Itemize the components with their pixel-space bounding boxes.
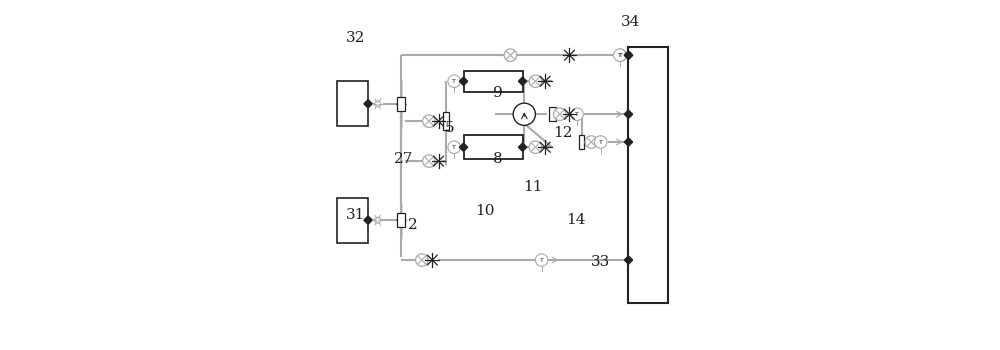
Polygon shape (624, 51, 633, 60)
Circle shape (585, 136, 598, 148)
Polygon shape (624, 110, 633, 118)
Text: 10: 10 (475, 204, 494, 218)
Circle shape (513, 103, 535, 125)
Text: T: T (452, 79, 456, 84)
Bar (443, 112, 449, 130)
Polygon shape (364, 216, 372, 224)
Bar (337, 81, 368, 126)
Text: T: T (540, 258, 544, 262)
Bar (549, 107, 556, 121)
Text: T: T (575, 112, 579, 117)
Polygon shape (459, 77, 468, 85)
Polygon shape (624, 138, 633, 146)
Text: 33: 33 (591, 255, 610, 269)
Circle shape (571, 108, 583, 120)
Circle shape (375, 101, 381, 107)
Text: 11: 11 (523, 180, 543, 194)
Circle shape (614, 49, 626, 62)
Polygon shape (459, 143, 468, 152)
Polygon shape (624, 51, 633, 60)
Text: T: T (619, 53, 622, 58)
Circle shape (535, 254, 548, 266)
Bar (337, 197, 368, 243)
Bar (397, 97, 405, 111)
Text: 31: 31 (346, 208, 366, 222)
Circle shape (423, 155, 435, 167)
Polygon shape (518, 77, 527, 85)
Polygon shape (364, 100, 372, 108)
Bar (628, 47, 668, 303)
Circle shape (553, 108, 566, 120)
Bar (397, 213, 405, 227)
Text: 14: 14 (566, 213, 585, 227)
Text: T: T (618, 53, 622, 58)
Bar (464, 135, 523, 159)
Circle shape (529, 75, 542, 88)
Circle shape (614, 49, 627, 62)
Text: T: T (599, 140, 603, 145)
Circle shape (423, 115, 435, 127)
Text: 27: 27 (394, 152, 413, 166)
Text: 12: 12 (553, 126, 572, 140)
Text: 34: 34 (621, 15, 640, 29)
Circle shape (416, 254, 428, 266)
Bar (579, 135, 584, 149)
Text: T: T (452, 145, 456, 150)
Circle shape (504, 49, 517, 62)
Circle shape (529, 141, 542, 153)
Circle shape (594, 136, 607, 148)
Text: 8: 8 (493, 152, 503, 166)
Text: 2: 2 (408, 218, 417, 232)
Circle shape (448, 141, 460, 153)
Text: 32: 32 (346, 31, 366, 45)
Circle shape (448, 75, 460, 88)
Text: 5: 5 (445, 121, 454, 135)
Polygon shape (518, 143, 527, 152)
Text: 9: 9 (493, 86, 503, 100)
Circle shape (375, 217, 381, 223)
Polygon shape (624, 256, 633, 264)
Bar (464, 71, 523, 92)
